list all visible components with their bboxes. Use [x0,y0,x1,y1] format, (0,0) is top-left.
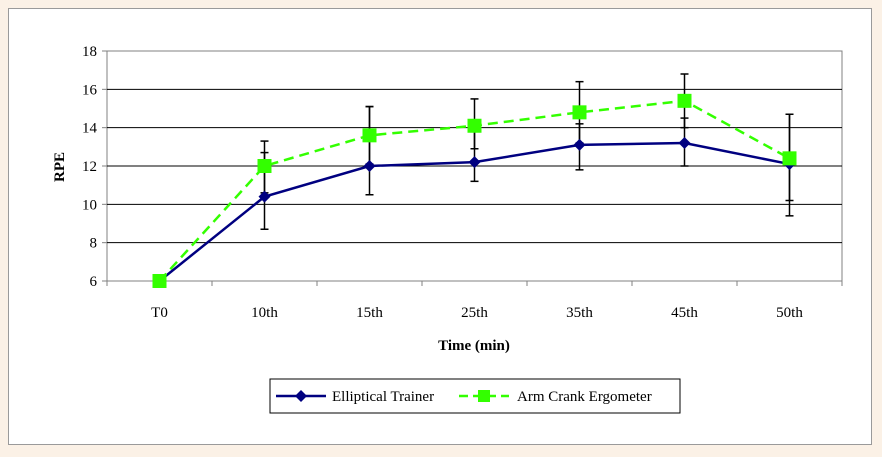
legend-label-elliptical: Elliptical Trainer [332,389,434,405]
y-tick-label-12: 12 [82,159,97,175]
y-tick-label-16: 16 [82,82,98,98]
x-axis-title: Time (min) [438,338,510,354]
x-tick-label-35th: 35th [566,305,593,321]
x-tick-label-25th: 25th [461,305,488,321]
point-arm-crank-ergometer-50th [782,151,797,166]
point-arm-crank-ergometer-45th [677,93,692,108]
legend-marker-elliptical [295,390,307,402]
chart-frame: 6 8 10 12 14 16 18 T0 10th 15th 25th 35th 45th 50th R… [8,8,872,445]
point-arm-crank-ergometer-10th [257,159,272,173]
point-elliptical-trainer-25th [468,156,481,169]
y-tick-label-6: 6 [90,274,98,290]
point-elliptical-trainer-15th [363,160,376,172]
x-tick-label-50th: 50th [776,305,803,321]
y-tick-label-8: 8 [90,236,98,252]
y-tick-label-14: 14 [82,121,98,137]
point-elliptical-trainer-45th [678,137,691,149]
axis-ticks: 6 8 10 12 14 16 18 T0 10th 15th 25th 35th 45th 50th [82,44,843,321]
series-markers [152,93,797,288]
legend-marker-arm-crank [478,390,490,402]
point-arm-crank-ergometer-35th [572,105,587,120]
legend: Elliptical Trainer Arm Crank Ergometer [269,378,681,414]
y-tick-label-10: 10 [82,197,97,213]
point-arm-crank-ergometer-T0 [152,274,167,288]
point-elliptical-trainer-35th [573,138,586,151]
point-arm-crank-ergometer-15th [362,128,377,143]
x-tick-label-T0: T0 [151,305,168,321]
point-arm-crank-ergometer-25th [467,118,482,133]
x-tick-label-45th: 45th [671,305,698,321]
y-axis-title: RPE [52,152,68,182]
rpe-line-chart: 6 8 10 12 14 16 18 T0 10th 15th 25th 35th 45th 50th R… [52,44,843,414]
legend-label-arm-crank: Arm Crank Ergometer [517,389,652,405]
y-tick-label-18: 18 [82,44,97,60]
x-tick-label-15th: 15th [356,305,383,321]
x-tick-label-10th: 10th [251,305,278,321]
point-elliptical-trainer-10th [258,190,271,203]
